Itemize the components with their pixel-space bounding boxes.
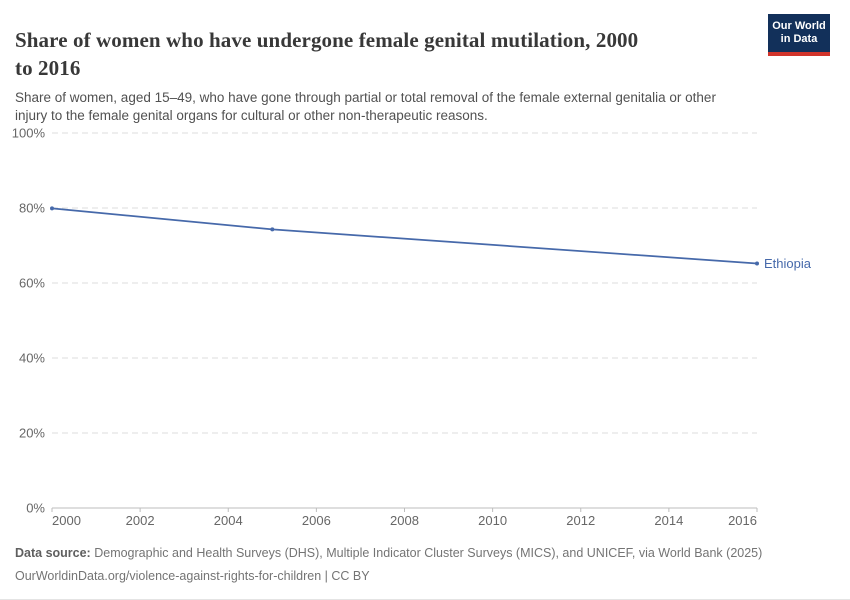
data-source-line: Data source: Demographic and Health Surv… bbox=[15, 542, 835, 565]
owid-url-link[interactable]: OurWorldinData.org/violence-against-righ… bbox=[15, 569, 322, 583]
chart-svg[interactable]: 0% 20% 40% 60% 80% 100% 2000 2002 2004 2006 2008 20… bbox=[0, 120, 850, 535]
data-source-text: Demographic and Health Surveys (DHS), Mu… bbox=[94, 546, 763, 560]
footer-separator: | bbox=[324, 569, 328, 583]
y-tick-label: 40% bbox=[19, 351, 45, 366]
series-line-ethiopia[interactable] bbox=[51, 207, 758, 265]
x-tick-label: 2012 bbox=[566, 513, 595, 528]
attribution-line: OurWorldinData.org/violence-against-righ… bbox=[15, 565, 835, 588]
chart-subtitle: Share of women, aged 15–49, who have gon… bbox=[15, 89, 815, 125]
y-tick-label: 0% bbox=[26, 501, 45, 516]
x-tick-label: 2016 bbox=[728, 513, 757, 528]
y-tick-label: 100% bbox=[12, 126, 46, 141]
data-point-ethiopia-2016[interactable] bbox=[755, 261, 759, 266]
x-tick-label: 2002 bbox=[126, 513, 155, 528]
x-tick-label: 2004 bbox=[214, 513, 243, 528]
x-tick-label: 2008 bbox=[390, 513, 419, 528]
y-tick-label: 60% bbox=[19, 276, 45, 291]
x-tick-label: 2010 bbox=[478, 513, 507, 528]
owid-logo[interactable]: Our World in Data bbox=[768, 14, 830, 56]
owid-logo-line1: Our World bbox=[772, 20, 826, 32]
chart-footer: Data source: Demographic and Health Surv… bbox=[15, 542, 835, 588]
chart-subtitle-line1: Share of women, aged 15–49, who have gon… bbox=[15, 89, 716, 105]
y-tick-label: 80% bbox=[19, 201, 45, 216]
series-label-ethiopia[interactable]: Ethiopia bbox=[764, 256, 812, 271]
data-point-ethiopia-2005[interactable] bbox=[270, 227, 275, 232]
data-point-ethiopia-2000[interactable] bbox=[50, 206, 54, 211]
y-tick-label: 20% bbox=[19, 426, 45, 441]
page-title-line2: to 2016 bbox=[15, 56, 81, 81]
chart-subtitle-line2: injury to the female genital organs for … bbox=[15, 107, 488, 123]
license-label: CC BY bbox=[331, 569, 370, 583]
page-title: Share of women who have undergone female… bbox=[15, 26, 755, 82]
data-source-label: Data source: bbox=[15, 546, 91, 560]
x-tick-label: 2000 bbox=[52, 513, 81, 528]
x-tick-label: 2006 bbox=[302, 513, 331, 528]
owid-logo-line2: in Data bbox=[780, 33, 818, 45]
page-title-line1: Share of women who have undergone female… bbox=[15, 28, 639, 53]
x-tick-label: 2014 bbox=[654, 513, 683, 528]
